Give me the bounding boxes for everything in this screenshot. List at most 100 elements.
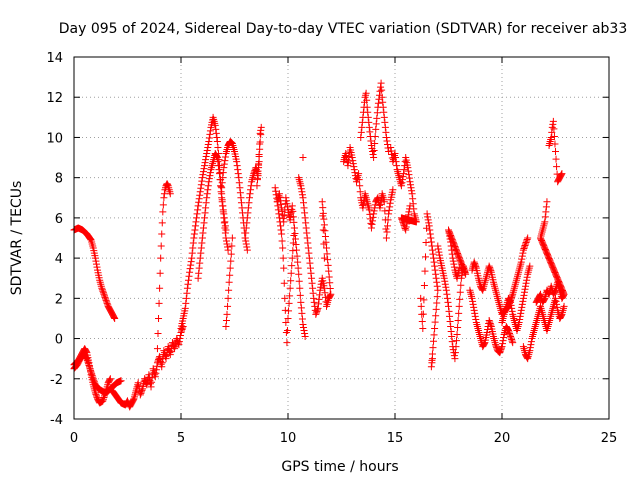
data-point (286, 284, 294, 292)
data-point (183, 289, 191, 297)
data-point (424, 213, 432, 221)
data-point (518, 255, 526, 263)
data-point (550, 125, 558, 133)
data-point (187, 261, 195, 269)
data-point (324, 256, 332, 264)
data-point (192, 218, 200, 226)
data-point (421, 267, 429, 275)
data-point (408, 187, 416, 195)
data-point (382, 128, 390, 136)
data-points (70, 79, 568, 411)
data-point (298, 309, 306, 317)
data-point (227, 250, 235, 258)
data-point (424, 216, 432, 224)
data-point (379, 103, 387, 111)
series-spike-22h (545, 117, 566, 186)
data-point (382, 225, 390, 233)
data-point (160, 194, 168, 202)
data-point (470, 258, 478, 266)
data-point (304, 244, 312, 252)
data-point (234, 170, 242, 178)
data-point (288, 254, 296, 262)
data-point (219, 169, 227, 177)
data-point (369, 217, 377, 225)
data-point (282, 194, 290, 202)
data-point (242, 237, 250, 245)
data-point (446, 235, 454, 243)
data-point (552, 297, 560, 305)
data-point (492, 341, 500, 349)
data-point (247, 182, 255, 190)
data-point (323, 244, 331, 252)
data-point (297, 304, 305, 312)
data-point (471, 261, 479, 269)
data-point (553, 163, 561, 171)
data-point (442, 286, 450, 294)
data-point (325, 267, 333, 275)
data-point (279, 254, 287, 262)
data-point (278, 230, 286, 238)
data-point (221, 229, 229, 237)
data-point (283, 339, 291, 347)
data-point (153, 345, 161, 353)
data-point (152, 369, 160, 377)
data-point (486, 265, 494, 273)
data-point (408, 190, 416, 198)
data-point (312, 310, 320, 318)
data-point (433, 293, 441, 301)
data-point (320, 284, 328, 292)
data-point (551, 287, 559, 295)
data-point (381, 207, 389, 215)
data-point (196, 191, 204, 199)
data-point (86, 363, 94, 371)
data-point (433, 282, 441, 290)
data-point (350, 166, 358, 174)
y-tick-label: 14 (46, 51, 63, 66)
data-point (316, 291, 324, 299)
data-point (202, 153, 210, 161)
data-point (235, 174, 243, 182)
data-point (196, 254, 204, 262)
data-point (359, 200, 367, 208)
data-point (518, 303, 526, 311)
data-point (357, 133, 365, 141)
data-point (367, 137, 375, 145)
data-point (297, 298, 305, 306)
data-point (289, 207, 297, 215)
data-point (313, 306, 321, 314)
data-point (480, 340, 488, 348)
data-point (373, 114, 381, 122)
data-point (254, 170, 262, 178)
data-point (384, 216, 392, 224)
data-point (205, 137, 213, 145)
data-point (455, 309, 463, 317)
data-point (387, 147, 395, 155)
data-point (550, 132, 558, 140)
data-point (280, 279, 288, 287)
data-point (541, 218, 549, 226)
data-point (254, 176, 262, 184)
data-point (197, 181, 205, 189)
data-point (299, 154, 307, 162)
series-cluster-10to11 (295, 174, 335, 318)
data-point (520, 245, 528, 253)
data-point (306, 259, 314, 267)
data-point (92, 257, 100, 265)
data-point (221, 157, 229, 165)
data-point (282, 318, 290, 326)
data-point (515, 318, 523, 326)
data-point (272, 187, 280, 195)
data-point (241, 234, 249, 242)
data-point (243, 243, 251, 251)
data-point (303, 234, 311, 242)
data-point (166, 351, 174, 359)
data-point (293, 246, 301, 254)
data-point (549, 117, 557, 125)
data-point (157, 242, 165, 250)
data-point (320, 215, 328, 223)
data-point (176, 332, 184, 340)
data-point (384, 140, 392, 148)
data-point (402, 223, 410, 231)
data-point (185, 272, 193, 280)
